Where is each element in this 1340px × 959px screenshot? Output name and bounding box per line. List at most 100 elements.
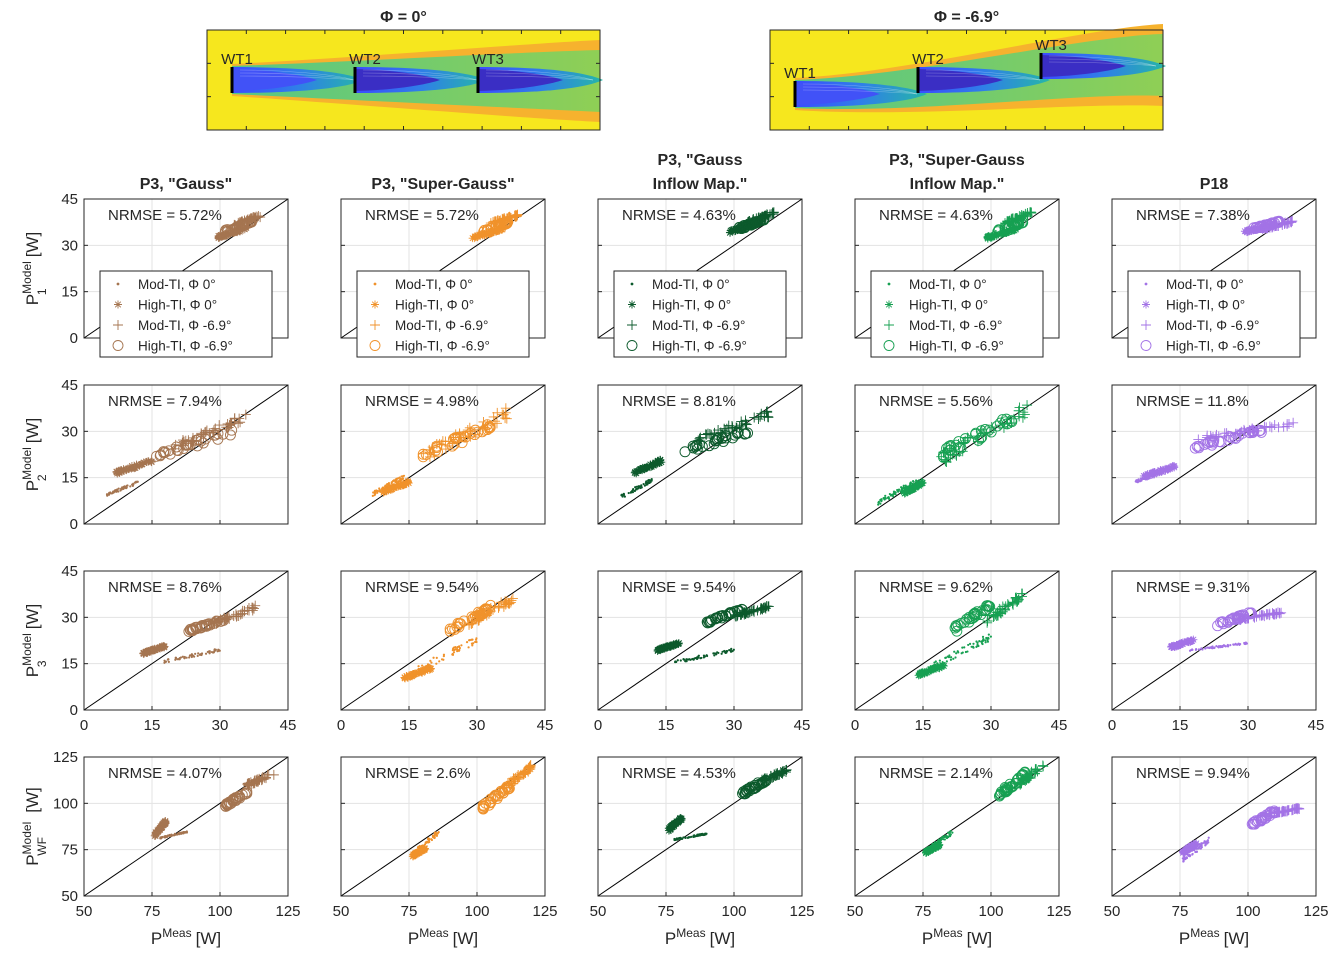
contour-line [239, 69, 355, 81]
marker-dot [692, 834, 695, 837]
contour-line [925, 75, 1041, 81]
marker-plus [500, 403, 511, 414]
reference-line [854, 570, 1060, 711]
marker-asterisk [1174, 641, 1183, 650]
marker-circle [1009, 778, 1021, 790]
y-tick-label: 15 [61, 470, 78, 487]
marker-circle [1225, 432, 1237, 444]
panel-r3-c3: 0 15 30 45 NRMSE = 9.54% [594, 570, 810, 734]
series-4 [1248, 215, 1285, 234]
x-tick-label: 45 [1051, 717, 1068, 734]
x-tick-label: 100 [1235, 903, 1260, 920]
marker-dot [167, 658, 170, 661]
marker-dot [964, 650, 968, 654]
marker-dot [170, 833, 173, 836]
marker-dot [883, 498, 886, 501]
marker-dot [1200, 843, 1203, 846]
marker-asterisk [729, 226, 738, 235]
reference-line [83, 570, 289, 711]
marker-dot [947, 831, 950, 834]
marker-dot [180, 832, 183, 835]
marker-dot [715, 653, 718, 656]
marker-circle [742, 783, 754, 795]
axes-frame [1111, 570, 1317, 711]
turbine-label: WT3 [1035, 37, 1067, 54]
contour-line [1048, 55, 1157, 67]
x-tick-label: 125 [1303, 903, 1328, 920]
marker-circle [417, 451, 429, 463]
reference-line [1111, 756, 1317, 897]
marker-plus [501, 596, 512, 607]
nrmse-label: NRMSE = 8.81% [622, 393, 736, 410]
marker-circle [197, 437, 209, 449]
legend-entry: High-TI, Φ 0° [909, 298, 988, 313]
marker-dot [621, 495, 624, 498]
marker-dot [712, 652, 715, 655]
marker-dot [685, 660, 688, 663]
marker-dot [955, 652, 958, 655]
marker-dot [1221, 645, 1224, 648]
x-tick-label: 75 [401, 903, 418, 920]
turbine-label: WT1 [784, 65, 816, 82]
y-axis-label: PModel1[W] [20, 232, 49, 305]
contour-line [362, 72, 478, 81]
marker-dot [645, 481, 648, 485]
marker-asterisk [156, 644, 165, 653]
marker-plus [1276, 607, 1287, 618]
marker-dot [401, 477, 405, 480]
marker-circle [158, 447, 170, 459]
marker-plus [780, 765, 791, 776]
marker-plus [240, 409, 251, 420]
marker-asterisk [628, 300, 636, 309]
marker-asterisk [1180, 847, 1189, 856]
marker-asterisk [666, 823, 675, 832]
marker-dot [946, 655, 949, 658]
marker-dot [114, 489, 117, 492]
marker-asterisk [156, 823, 165, 832]
marker-asterisk [1189, 635, 1198, 644]
panel-r1-c5: NRMSE = 7.38% P18 Mod-TI, Φ 0° High-TI, Φ 0… [1111, 176, 1317, 358]
contour-line [925, 72, 1041, 81]
marker-dot [458, 645, 461, 648]
marker-asterisk [929, 844, 938, 853]
series-2 [139, 642, 169, 658]
marker-circle [455, 431, 467, 443]
axes-frame [83, 384, 289, 525]
marker-circle [478, 226, 490, 238]
legend-entry: Mod-TI, Φ -6.9° [1166, 318, 1259, 333]
series-4 [701, 603, 748, 629]
contour-line [1048, 58, 1157, 67]
marker-dot [424, 841, 427, 844]
marker-dot [637, 485, 640, 488]
marker-plus [767, 207, 778, 218]
y-tick-label: 50 [61, 888, 78, 905]
marker-circle [444, 623, 456, 635]
marker-circle [484, 422, 496, 433]
turbine-wake-core [795, 83, 880, 105]
marker-dot [376, 489, 379, 493]
marker-dot [430, 661, 433, 664]
marker-dot [989, 635, 992, 638]
marker-plus [702, 428, 713, 439]
series-4 [417, 419, 496, 463]
marker-asterisk [391, 482, 400, 491]
marker-asterisk [676, 814, 685, 823]
x-tick-label: 30 [1240, 717, 1257, 734]
marker-plus [776, 767, 787, 778]
marker-circle [1248, 222, 1260, 234]
marker-dot [167, 660, 170, 663]
marker-asterisk [1142, 471, 1151, 480]
x-tick-label: 0 [594, 717, 602, 734]
marker-dot [729, 649, 732, 653]
series-4 [151, 424, 238, 462]
series-4 [183, 614, 230, 637]
series-4 [679, 426, 754, 458]
marker-plus [1022, 400, 1033, 411]
marker-asterisk [753, 218, 762, 227]
marker-circle [691, 440, 703, 451]
series-4 [478, 216, 514, 238]
marker-dot [972, 642, 975, 645]
x-tick-label: 50 [590, 903, 607, 920]
marker-plus [257, 771, 268, 782]
contour-line [802, 89, 918, 95]
